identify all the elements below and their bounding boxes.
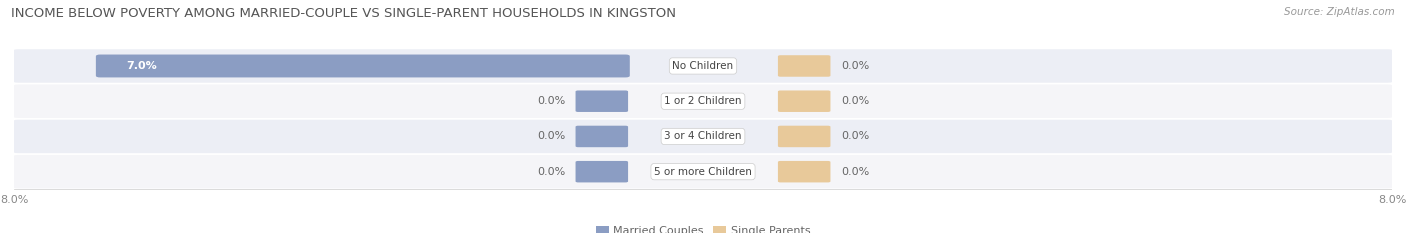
Legend: Married Couples, Single Parents: Married Couples, Single Parents (592, 221, 814, 233)
Text: 1 or 2 Children: 1 or 2 Children (664, 96, 742, 106)
Text: 0.0%: 0.0% (537, 131, 565, 141)
FancyBboxPatch shape (778, 161, 831, 182)
Text: 0.0%: 0.0% (537, 96, 565, 106)
FancyBboxPatch shape (11, 85, 1395, 118)
Text: 5 or more Children: 5 or more Children (654, 167, 752, 177)
Text: 7.0%: 7.0% (127, 61, 156, 71)
FancyBboxPatch shape (575, 90, 628, 112)
Text: Source: ZipAtlas.com: Source: ZipAtlas.com (1284, 7, 1395, 17)
FancyBboxPatch shape (11, 49, 1395, 83)
Text: INCOME BELOW POVERTY AMONG MARRIED-COUPLE VS SINGLE-PARENT HOUSEHOLDS IN KINGSTO: INCOME BELOW POVERTY AMONG MARRIED-COUPL… (11, 7, 676, 20)
FancyBboxPatch shape (96, 55, 630, 77)
FancyBboxPatch shape (778, 55, 831, 77)
FancyBboxPatch shape (11, 120, 1395, 153)
Text: 0.0%: 0.0% (841, 167, 869, 177)
Text: 3 or 4 Children: 3 or 4 Children (664, 131, 742, 141)
FancyBboxPatch shape (778, 126, 831, 147)
Text: 0.0%: 0.0% (841, 61, 869, 71)
Text: 0.0%: 0.0% (841, 96, 869, 106)
FancyBboxPatch shape (575, 161, 628, 182)
FancyBboxPatch shape (575, 126, 628, 147)
Text: 0.0%: 0.0% (537, 167, 565, 177)
Text: 0.0%: 0.0% (841, 131, 869, 141)
Text: No Children: No Children (672, 61, 734, 71)
FancyBboxPatch shape (11, 155, 1395, 188)
FancyBboxPatch shape (778, 90, 831, 112)
